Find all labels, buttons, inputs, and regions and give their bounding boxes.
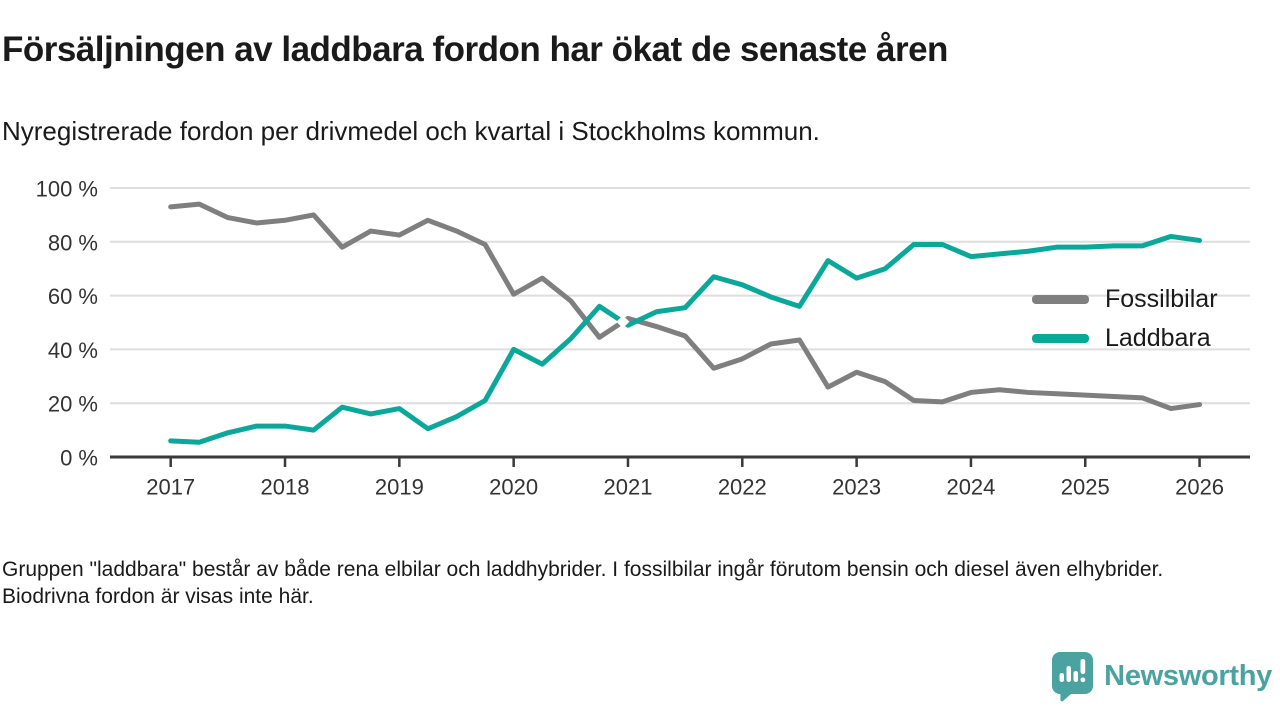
x-axis-tick-label: 2020 <box>489 475 538 500</box>
chart-legend: Fossilbilar Laddbara <box>1032 284 1218 353</box>
legend-label-laddbara: Laddbara <box>1105 323 1211 352</box>
chart-title: Försäljningen av laddbara fordon har öka… <box>2 30 948 69</box>
newsworthy-logo-text: Newsworthy <box>1104 659 1272 692</box>
x-axis-tick-label: 2018 <box>261 475 310 500</box>
x-axis-tick-label: 2021 <box>604 475 653 500</box>
newsworthy-logo-icon <box>1052 652 1094 702</box>
legend-item-fossilbilar: Fossilbilar <box>1032 284 1218 314</box>
y-axis-tick-label: 80 % <box>48 230 98 255</box>
chart-subtitle: Nyregistrerade fordon per drivmedel och … <box>2 116 820 146</box>
series-line-laddbara <box>168 233 1203 445</box>
y-axis-tick-label: 60 % <box>48 284 98 309</box>
x-axis-tick-label: 2022 <box>718 475 767 500</box>
y-axis-tick-label: 20 % <box>48 392 98 417</box>
x-axis-tick-label: 2017 <box>146 475 195 500</box>
series-line-fossilbilar <box>168 201 1203 412</box>
crossover-marker <box>616 315 630 329</box>
newsworthy-logo: Newsworthy <box>1050 650 1272 702</box>
x-axis-tick-label: 2019 <box>375 475 424 500</box>
legend-label-fossilbilar: Fossilbilar <box>1105 284 1218 313</box>
fossilbilar-line-swatch <box>1032 294 1089 304</box>
y-axis-tick-label: 100 % <box>36 177 98 202</box>
chart-footnote: Gruppen "laddbara" består av både rena e… <box>2 558 1164 608</box>
y-axis-tick-label: 0 % <box>60 446 98 471</box>
x-axis-tick-label: 2026 <box>1175 475 1224 500</box>
legend-item-laddbara: Laddbara <box>1032 323 1218 353</box>
x-axis-tick-label: 2024 <box>946 475 995 500</box>
y-axis-tick-label: 40 % <box>48 338 98 363</box>
x-axis-tick-label: 2023 <box>832 475 881 500</box>
laddbara-line-swatch <box>1032 333 1089 343</box>
x-axis-tick-label: 2025 <box>1061 475 1110 500</box>
